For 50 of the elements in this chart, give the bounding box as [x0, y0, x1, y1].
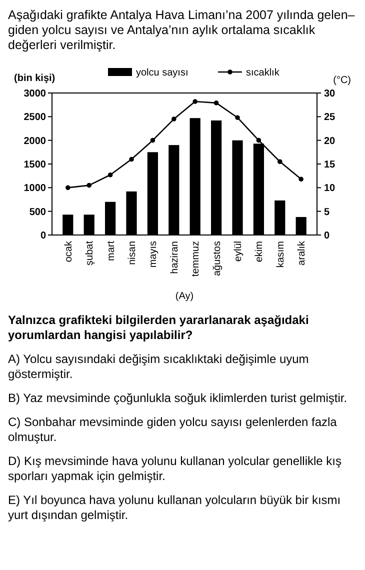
point — [172, 116, 176, 122]
x-tick-label: ağustos — [212, 241, 223, 276]
x-axis-title: (Ay) — [175, 291, 194, 302]
text: C) Sonbahar mevsiminde giden yolcu sayısı gelenlerden fazla olmuştur. — [8, 415, 338, 445]
y-tick-label: 1500 — [24, 160, 46, 170]
y2-tick-label: 5 — [324, 206, 330, 218]
x-tick-label: temmuz — [190, 241, 202, 277]
text: D) Kış mevsiminde hava yolunu kullanan yolcular genellikle kış sporları yapmak için gelmiştir. — [8, 454, 342, 484]
y-axis-title: (bin kişi) — [14, 73, 56, 84]
point — [235, 115, 240, 120]
y2-tick-label: 0 — [324, 230, 330, 242]
x-tick-label: ekim — [254, 241, 266, 262]
y2-tick-label: 20 — [324, 136, 336, 147]
text: Yalnızca grafikteki bilgilerden yararlanarak aşağıdaki yorumlardan hangisi yapılabilir? — [8, 313, 310, 343]
x-tick-label: kasım — [275, 241, 286, 268]
x-tick-label: mayıs — [148, 241, 160, 268]
x-tick-label: nisan — [127, 241, 138, 265]
chart-title: Aşağıdaki grafikte Antalya Hava Limanı’na 2007 yılında gelen–giden yolcu sayısı ve Antalya’nın aylık ortalama sıcaklık değerleri verilmiştir. — [8, 8, 356, 53]
y-tick-label: 500 — [29, 206, 46, 218]
point — [192, 99, 198, 104]
x-tick-label: eylül — [233, 241, 244, 262]
x-tick-label: şubat — [84, 240, 96, 266]
point — [86, 182, 92, 188]
point — [129, 156, 134, 162]
x-tick-label: ocak — [63, 240, 74, 262]
point — [214, 100, 219, 106]
y2-tick-label: 25 — [324, 112, 336, 124]
y-tick-label: 2000 — [24, 136, 46, 147]
y-tick-label: 1000 — [24, 183, 46, 194]
y2-tick-label: 15 — [324, 160, 336, 170]
point — [108, 172, 113, 178]
point — [256, 138, 262, 143]
x-tick-label: mart — [106, 240, 117, 261]
y2-tick-label: 10 — [324, 183, 336, 194]
y2-tick-label: 30 — [324, 88, 336, 100]
text: B) Yaz mevsiminde çoğunlukla soğuk iklimlerden turist gelmiştir. — [8, 391, 348, 406]
point — [298, 176, 304, 182]
y-tick-label: 2500 — [24, 112, 46, 124]
x-tick-label: haziran — [169, 241, 180, 274]
text: E) Yıl boyunca hava yolunu kullanan yolcuların büyük bir kısmı yurt dışından gelmiştir. — [8, 493, 342, 523]
point — [66, 185, 70, 190]
x-tick-label: aralık — [296, 240, 308, 266]
y-tick-label: 3000 — [24, 88, 46, 100]
text: A) Yolcu sayısındaki değişim sıcaklıktaki değişimle uyum göstermiştir. — [8, 352, 310, 382]
legend-label: yolcu sayısı — [136, 68, 188, 78]
y2-axis-title: (°C) — [333, 75, 351, 86]
legend-label: sıcaklık — [246, 68, 280, 78]
point — [150, 138, 156, 143]
point — [278, 159, 282, 164]
y-tick-label: 0 — [40, 230, 46, 242]
